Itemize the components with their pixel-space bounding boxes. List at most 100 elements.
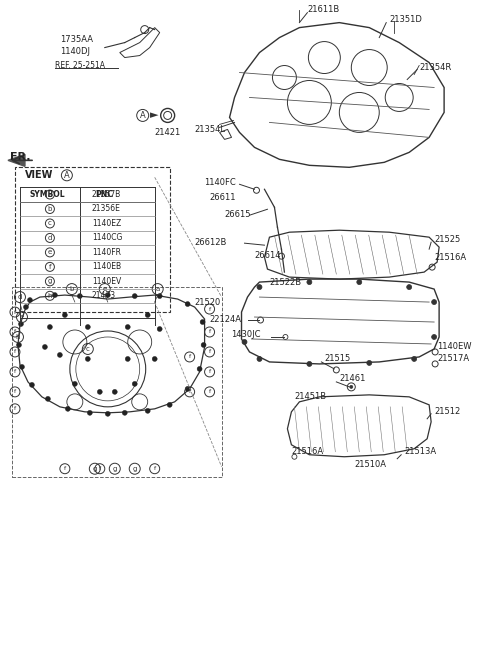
Text: 1140FR: 1140FR <box>92 248 121 257</box>
Text: f: f <box>14 406 16 411</box>
Circle shape <box>105 411 110 417</box>
Text: g: g <box>113 466 117 472</box>
Text: f: f <box>14 350 16 355</box>
Text: c: c <box>86 346 90 352</box>
Text: 1140CG: 1140CG <box>92 233 122 242</box>
Text: 21354L: 21354L <box>194 125 226 134</box>
Text: 1735AA: 1735AA <box>60 35 93 44</box>
Text: f: f <box>189 390 191 394</box>
Text: 21356E: 21356E <box>92 204 120 214</box>
Text: f: f <box>48 264 51 270</box>
Text: f: f <box>64 466 66 471</box>
Circle shape <box>357 280 362 284</box>
Text: 21354R: 21354R <box>419 63 451 72</box>
Circle shape <box>48 325 52 330</box>
Text: 21461: 21461 <box>339 374 366 384</box>
Circle shape <box>85 325 90 330</box>
Circle shape <box>197 367 202 371</box>
Circle shape <box>52 292 58 298</box>
Text: f: f <box>208 350 211 355</box>
Text: 21517A: 21517A <box>437 354 469 363</box>
Text: e: e <box>48 250 52 256</box>
Circle shape <box>58 352 62 357</box>
Text: h: h <box>16 334 20 340</box>
Circle shape <box>307 361 312 367</box>
Text: 1140EZ: 1140EZ <box>92 219 121 228</box>
Text: 1140FC: 1140FC <box>204 178 236 187</box>
Text: ►: ► <box>150 110 158 120</box>
Text: 1140EV: 1140EV <box>92 277 121 286</box>
Text: SYMBOL: SYMBOL <box>30 190 66 199</box>
Circle shape <box>350 386 353 388</box>
Circle shape <box>367 361 372 365</box>
Text: e: e <box>103 286 107 292</box>
Text: 1430JC: 1430JC <box>231 330 261 340</box>
Text: f: f <box>208 307 211 311</box>
Text: 1140EB: 1140EB <box>92 262 121 271</box>
Text: 21357B: 21357B <box>92 190 121 199</box>
Circle shape <box>112 390 117 394</box>
Text: d: d <box>18 294 22 300</box>
Text: c: c <box>48 221 52 227</box>
Text: f: f <box>99 466 101 471</box>
Circle shape <box>125 357 130 361</box>
Text: f: f <box>14 390 16 394</box>
Circle shape <box>152 357 157 361</box>
Circle shape <box>42 344 48 350</box>
Circle shape <box>27 298 33 303</box>
Text: f: f <box>14 369 16 374</box>
Text: 1140DJ: 1140DJ <box>60 47 90 56</box>
Text: A: A <box>64 171 70 180</box>
Circle shape <box>157 294 162 298</box>
Polygon shape <box>8 154 25 166</box>
Text: 21520: 21520 <box>194 298 221 307</box>
Circle shape <box>16 342 22 348</box>
Circle shape <box>157 327 162 332</box>
Text: A: A <box>140 111 145 120</box>
Text: e: e <box>20 314 24 320</box>
Circle shape <box>105 292 110 298</box>
Circle shape <box>87 411 92 415</box>
Circle shape <box>20 365 24 369</box>
Text: 26615: 26615 <box>225 210 251 219</box>
Circle shape <box>432 334 437 340</box>
Text: REF. 25-251A: REF. 25-251A <box>55 61 105 70</box>
Text: 21516A: 21516A <box>434 253 466 261</box>
Text: 21515: 21515 <box>324 354 350 363</box>
Circle shape <box>24 305 28 309</box>
Circle shape <box>46 396 50 401</box>
Text: f: f <box>208 390 211 394</box>
Circle shape <box>412 357 417 361</box>
Text: h: h <box>48 293 52 299</box>
Text: f: f <box>189 354 191 359</box>
Text: FR.: FR. <box>10 152 31 162</box>
Text: b: b <box>70 286 74 292</box>
Text: 21451B: 21451B <box>294 392 326 401</box>
Text: 26614: 26614 <box>254 251 281 260</box>
Text: 21525: 21525 <box>434 235 460 244</box>
Text: 21522B: 21522B <box>269 278 301 286</box>
Text: f: f <box>208 369 211 374</box>
Text: 21421: 21421 <box>155 128 181 137</box>
Circle shape <box>145 313 150 317</box>
Text: 21512: 21512 <box>434 407 460 417</box>
Text: 1140EW: 1140EW <box>437 342 472 351</box>
Circle shape <box>257 284 262 290</box>
Circle shape <box>97 390 102 394</box>
Circle shape <box>307 280 312 284</box>
Text: 26612B: 26612B <box>194 238 227 246</box>
Text: 22124A: 22124A <box>210 315 241 323</box>
Circle shape <box>242 340 247 344</box>
Circle shape <box>29 382 35 388</box>
Circle shape <box>132 382 137 386</box>
Text: VIEW: VIEW <box>25 170 53 180</box>
Circle shape <box>85 357 90 361</box>
Circle shape <box>62 313 67 317</box>
Text: f: f <box>14 309 16 315</box>
Circle shape <box>257 357 262 361</box>
Text: 21510A: 21510A <box>354 460 386 469</box>
Circle shape <box>77 294 83 298</box>
Text: PNC: PNC <box>95 190 113 199</box>
Text: 21611B: 21611B <box>307 5 340 14</box>
Circle shape <box>145 409 150 413</box>
